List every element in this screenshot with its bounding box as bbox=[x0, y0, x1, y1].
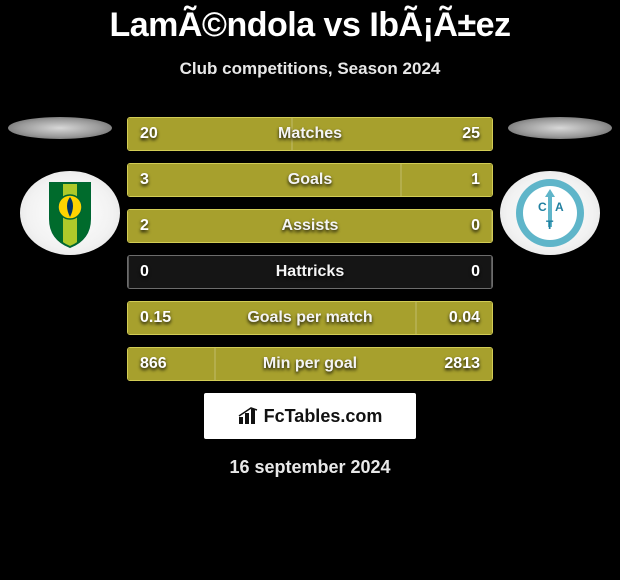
svg-text:C: C bbox=[538, 200, 547, 214]
stat-value-left: 20 bbox=[140, 125, 158, 143]
stat-label: Goals bbox=[288, 171, 332, 189]
stat-value-left: 0.15 bbox=[140, 309, 171, 327]
svg-text:A: A bbox=[555, 200, 564, 214]
svg-text:T: T bbox=[546, 218, 554, 232]
stat-value-right: 1 bbox=[471, 171, 480, 189]
club-crest-left bbox=[20, 171, 120, 255]
subtitle: Club competitions, Season 2024 bbox=[0, 59, 620, 79]
stat-value-left: 3 bbox=[140, 171, 149, 189]
club-crest-right: C A T bbox=[500, 171, 600, 255]
stat-value-left: 0 bbox=[140, 263, 149, 281]
stat-row: 866 Min per goal 2813 bbox=[127, 347, 493, 381]
shield-icon: C A T bbox=[500, 171, 600, 255]
stat-label: Hattricks bbox=[276, 263, 344, 281]
stat-value-right: 0 bbox=[471, 263, 480, 281]
stat-label: Min per goal bbox=[263, 355, 357, 373]
shield-icon bbox=[20, 171, 120, 255]
stat-row: 20 Matches 25 bbox=[127, 117, 493, 151]
platform-right bbox=[508, 117, 612, 139]
stat-row: 0 Hattricks 0 bbox=[127, 255, 493, 289]
brand-badge: FcTables.com bbox=[204, 393, 416, 439]
platform-left bbox=[8, 117, 112, 139]
page-title: LamÃ©ndola vs IbÃ¡Ã±ez bbox=[0, 0, 620, 45]
stat-label: Matches bbox=[278, 125, 342, 143]
bars-icon bbox=[238, 407, 260, 425]
stat-value-right: 0 bbox=[471, 217, 480, 235]
stat-value-right: 25 bbox=[462, 125, 480, 143]
stat-label: Goals per match bbox=[247, 309, 372, 327]
stat-row: 0.15 Goals per match 0.04 bbox=[127, 301, 493, 335]
brand-text: FcTables.com bbox=[264, 406, 383, 426]
stat-value-left: 2 bbox=[140, 217, 149, 235]
stat-value-right: 2813 bbox=[444, 355, 480, 373]
stat-row: 2 Assists 0 bbox=[127, 209, 493, 243]
stat-value-right: 0.04 bbox=[449, 309, 480, 327]
stats-table: 20 Matches 25 3 Goals 1 2 Assists 0 0 Hattricks 0 0.… bbox=[127, 117, 493, 381]
stat-value-left: 866 bbox=[140, 355, 167, 373]
comparison-stage: C A T 20 Matches 25 3 Goals 1 2 Assists 0 0 Hattri… bbox=[0, 117, 620, 381]
stat-label: Assists bbox=[282, 217, 339, 235]
stat-row: 3 Goals 1 bbox=[127, 163, 493, 197]
date-text: 16 september 2024 bbox=[0, 457, 620, 478]
